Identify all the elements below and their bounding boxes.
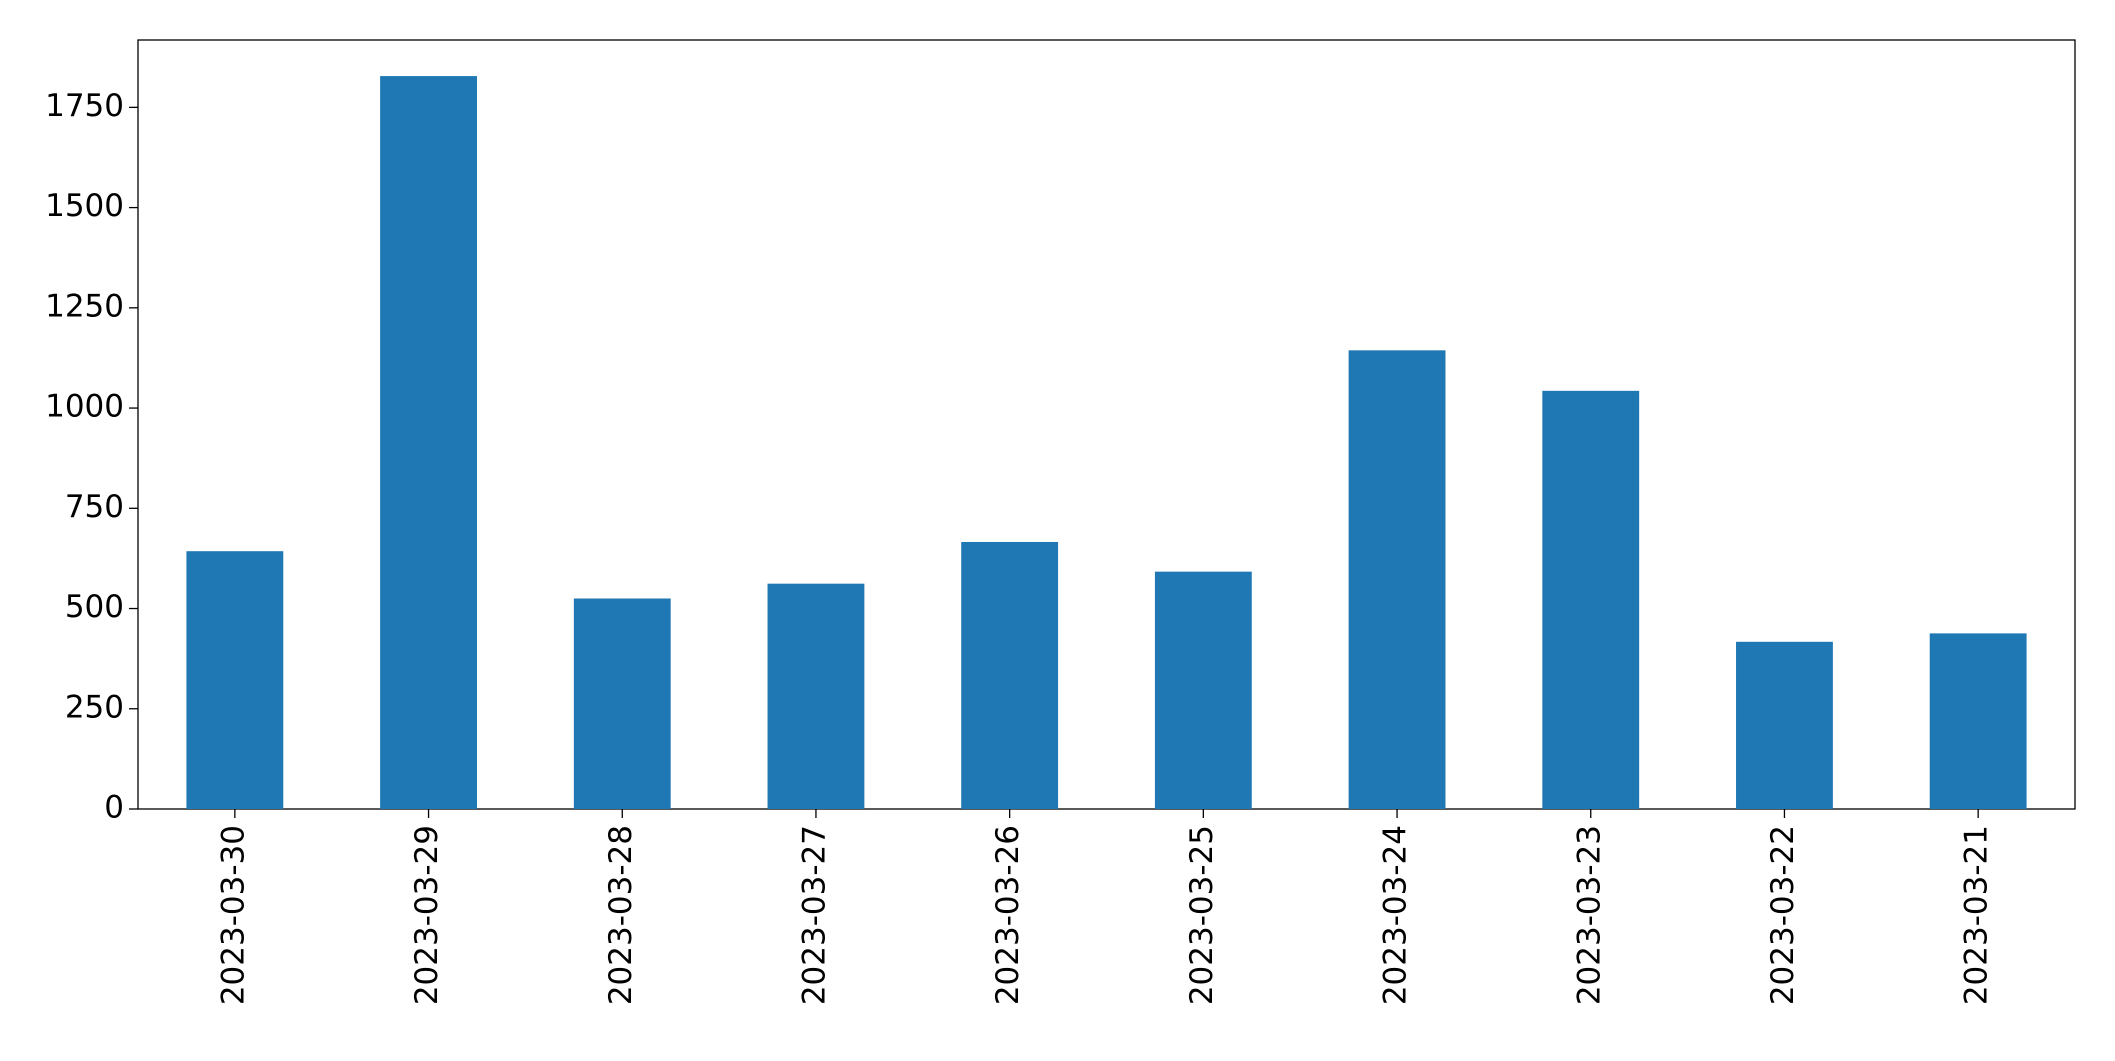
x-tick-label: 2023-03-30 xyxy=(215,825,251,1005)
x-tick-label: 2023-03-21 xyxy=(1959,825,1995,1005)
bar xyxy=(961,541,1059,809)
bar xyxy=(1736,641,1833,809)
y-tick-label: 250 xyxy=(65,689,124,725)
y-tick-label: 1750 xyxy=(45,88,124,124)
bar xyxy=(767,583,865,809)
x-tick-label: 2023-03-28 xyxy=(603,825,639,1005)
y-tick-label: 1500 xyxy=(45,188,124,224)
y-tick-label: 0 xyxy=(104,790,124,826)
x-tick-label: 2023-03-23 xyxy=(1571,825,1607,1005)
bar xyxy=(1154,571,1252,809)
bar xyxy=(1348,350,1446,809)
y-tick-label: 1000 xyxy=(45,389,124,425)
bar xyxy=(573,598,671,809)
y-tick-label: 750 xyxy=(65,489,124,525)
bar xyxy=(380,76,477,809)
bar xyxy=(1929,633,2027,809)
x-tick-label: 2023-03-22 xyxy=(1765,825,1801,1005)
y-tick-label: 500 xyxy=(65,589,124,625)
x-tick-label: 2023-03-24 xyxy=(1378,825,1414,1005)
x-tick-label: 2023-03-26 xyxy=(990,825,1026,1005)
x-tick-label: 2023-03-27 xyxy=(796,825,832,1005)
x-tick-label: 2023-03-25 xyxy=(1184,825,1220,1005)
bar xyxy=(1542,390,1640,809)
x-tick-label: 2023-03-29 xyxy=(409,825,445,1005)
y-tick-label: 1250 xyxy=(45,288,124,324)
plot-frame xyxy=(137,39,2076,810)
bar xyxy=(186,551,284,809)
